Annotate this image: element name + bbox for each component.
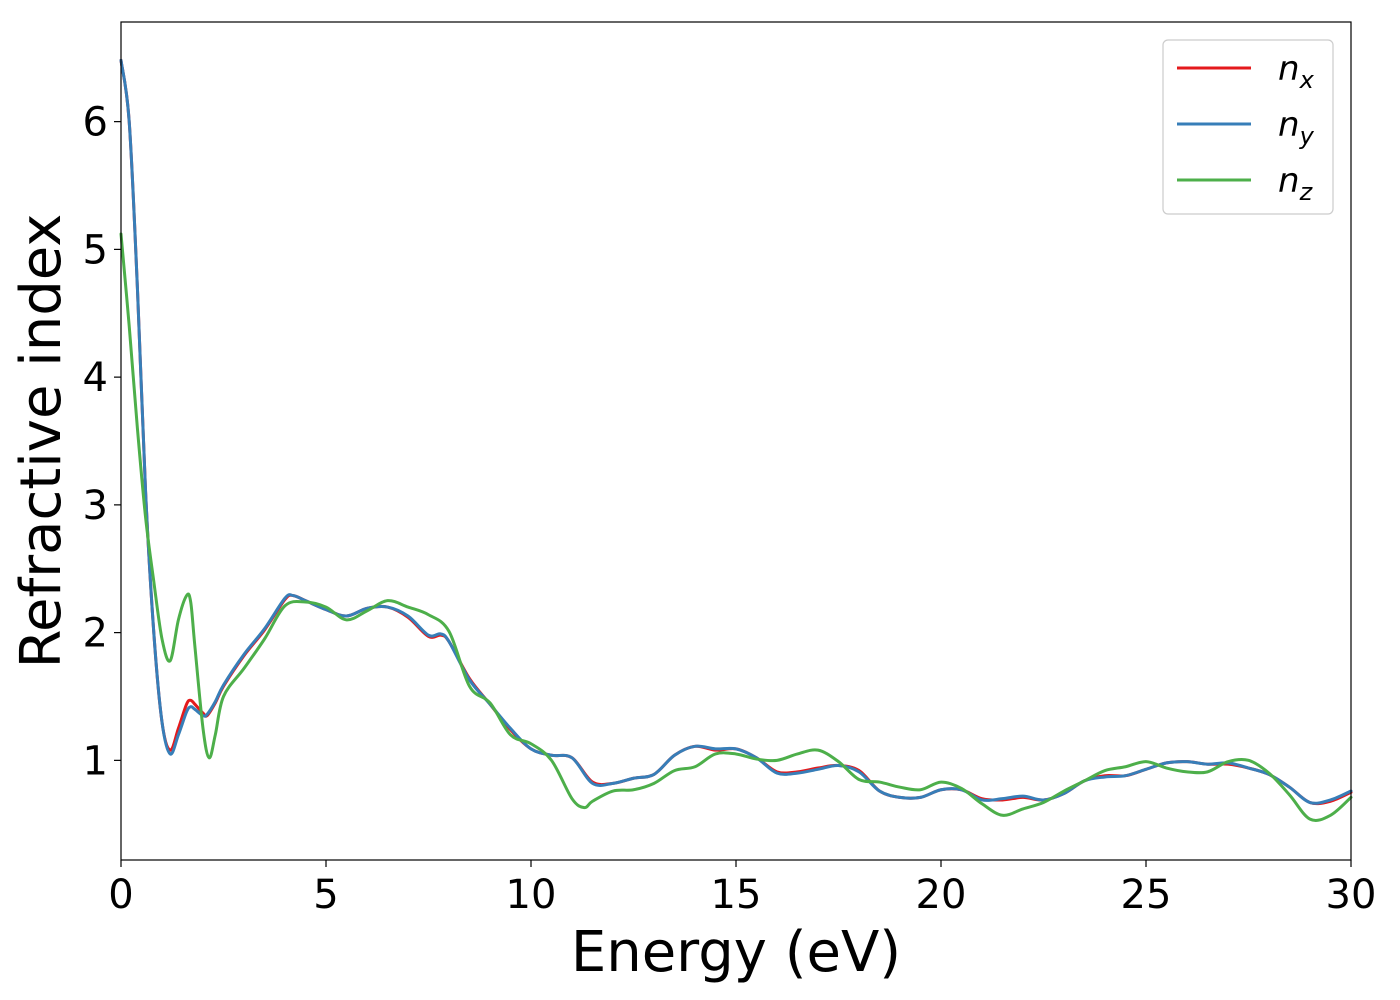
series-line-n-z [119,232,1353,822]
legend-label-z: nz [1278,161,1314,206]
x-axis-label: Energy (eV) [571,920,901,985]
x-tick-label: 30 [1326,872,1377,918]
x-tick-label: 15 [711,872,762,918]
y-tick-label: 5 [83,227,108,273]
x-tick-label: 20 [916,872,967,918]
legend: nx ny nz [1162,39,1334,215]
legend-label-x: nx [1278,49,1315,94]
series-lines [119,58,1353,822]
y-axis-ticks: 1 2 3 4 5 6 [83,100,121,784]
series-line-n-y [119,58,1353,805]
x-tick-label: 10 [506,872,557,918]
x-tick-label: 5 [313,872,338,918]
y-axis-label: Refractive index [9,214,74,669]
legend-box [1162,39,1334,215]
x-axis-ticks: 0 5 10 15 20 25 30 [108,860,1376,918]
y-tick-label: 4 [83,355,108,401]
y-tick-label: 1 [83,738,108,784]
x-tick-label: 25 [1121,872,1172,918]
y-tick-label: 6 [83,100,108,146]
legend-label-y: ny [1278,105,1315,150]
y-tick-label: 3 [83,483,108,529]
y-tick-label: 2 [83,611,108,657]
x-tick-label: 0 [108,872,133,918]
